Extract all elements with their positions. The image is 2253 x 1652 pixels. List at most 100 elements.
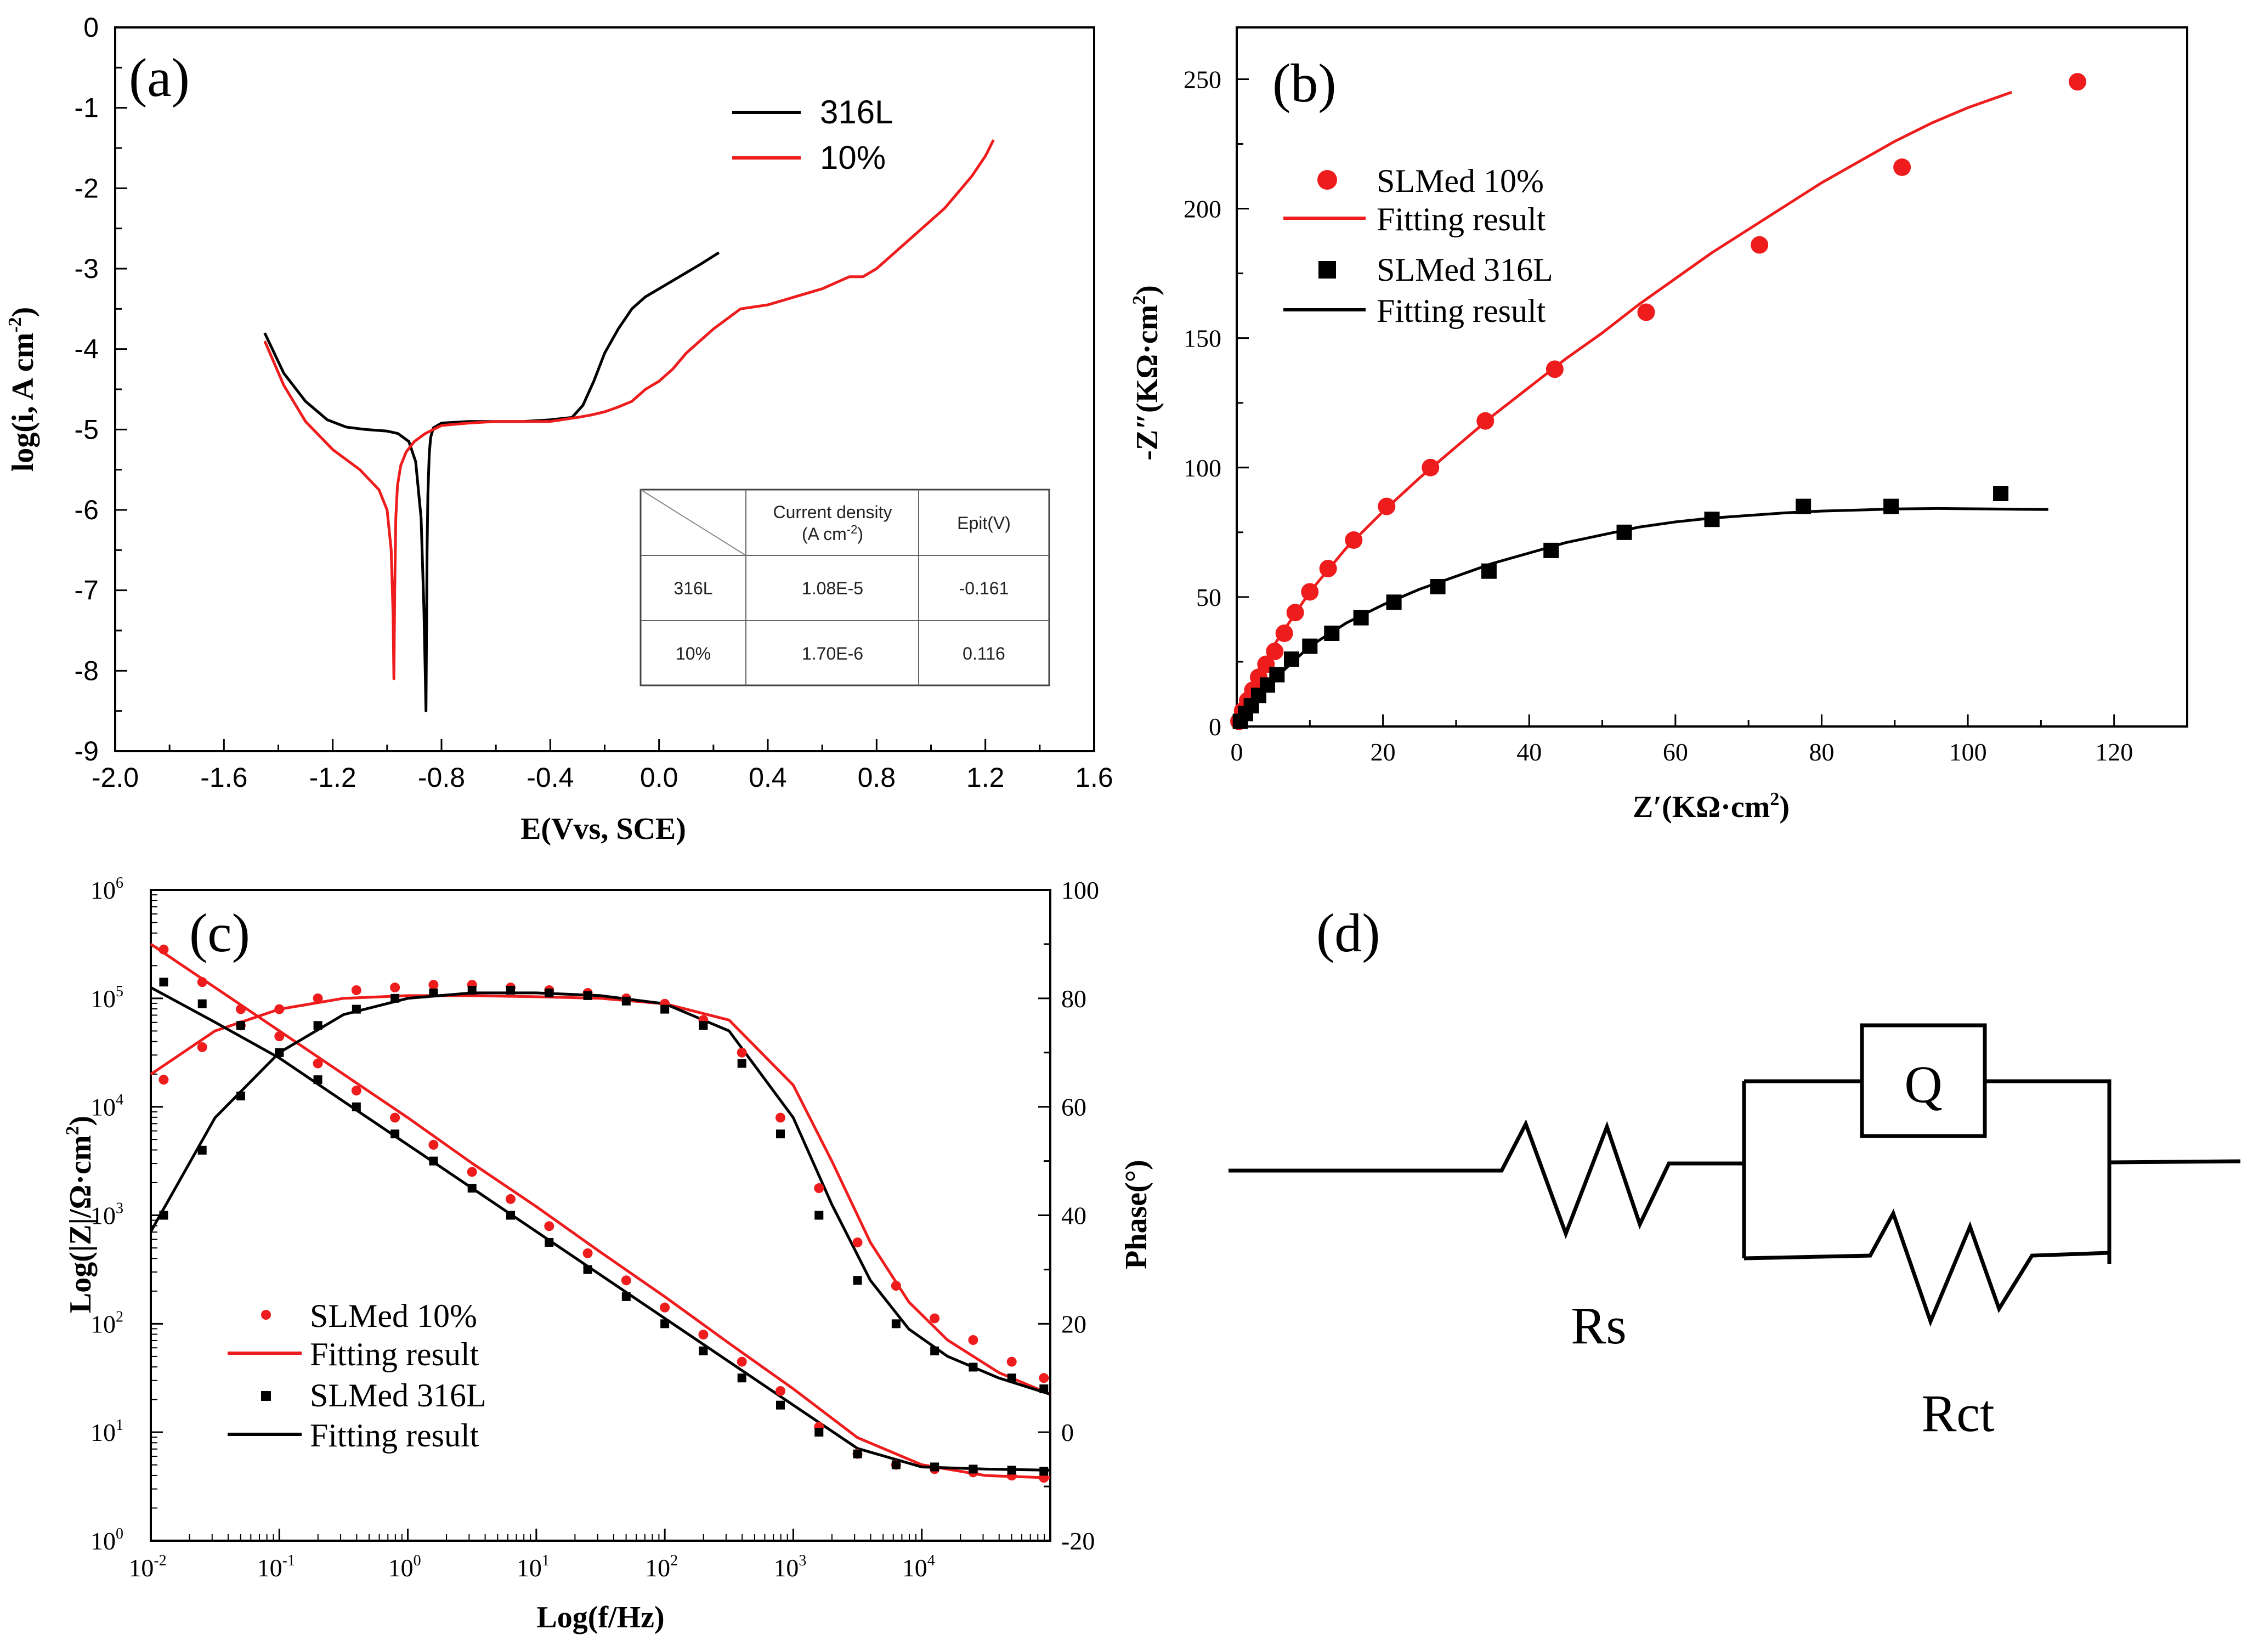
c-y-tick-base: 10 [90,1202,116,1230]
c-10pct-modulus-point [158,944,169,955]
c-y2-tick-label: 20 [1061,1310,1086,1338]
panel-c: 10-2 10-1 100 101 102 103 104 1001011021031041… [63,875,1153,1634]
table-density-unit-main: (A cm [802,524,847,544]
panel-a-x-tick-labels: -2.0 -1.6 -1.2 -0.8 -0.4 0.0 0.4 0.8 1.2 1.6 [92,762,1113,793]
a-x-tick-label: 0.8 [858,762,896,793]
c-y-tick-label: 105 [90,983,123,1013]
c-10pct-modulus-point [698,1330,709,1340]
c-10pct-phase-point [775,1112,785,1123]
c-316L-phase-point [930,1346,939,1355]
circuit-label-rct: Rct [1921,1384,1995,1443]
a-y-tick-label: -2 [75,173,99,203]
c-y-tick-label: 100 [90,1525,123,1555]
c-316L-modulus-point [352,1102,361,1111]
c-316L-phase-point [197,1145,207,1155]
table-row2-density: 1.70E-6 [802,644,863,663]
c-x-tick-base: 10 [257,1554,282,1582]
c-316L-phase-point [313,1021,322,1030]
a-x-tick-label: 1.6 [1075,762,1113,793]
c-10pct-modulus-point [467,1167,477,1177]
panel-b-xlabel-main: Z′(KΩ·cm [1633,790,1770,824]
c-316L-phase-point [467,985,477,995]
table-header-epit: Epit(V) [957,513,1011,533]
b-316L-data-point [1883,498,1899,514]
b-x-tick-label: 120 [2095,738,2133,766]
c-316L-phase-point [621,996,631,1006]
c-10pct-modulus-point [621,1275,631,1286]
panel-a: -2.0 -1.6 -1.2 -0.8 -0.4 0.0 0.4 0.8 1.2 1.6 0 -1 -… [5,12,1113,846]
b-10pct-data-point [1751,236,1769,254]
c-10pct-phase-point [930,1313,940,1324]
c-10pct-phase-point [313,993,323,1003]
c-316L-phase-fit-curve [149,991,1051,1396]
a-x-tick-label: -0.4 [527,762,574,793]
b-x-tick-label: 0 [1231,738,1243,766]
c-y-tick-base: 10 [90,876,116,904]
b-x-tick-label: 40 [1516,738,1542,766]
c-316L-modulus-point [969,1464,978,1474]
c-10pct-phase-point [390,983,400,993]
c-y-tick-base: 10 [90,1093,116,1121]
b-y-tick-label: 200 [1184,195,1221,223]
c-y-tick-label: 101 [90,1417,123,1446]
panel-b-x-axis-label: Z′(KΩ·cm2) [1633,789,1790,824]
c-10pct-modulus-point [236,1004,246,1014]
b-y-tick-label: 0 [1209,713,1221,741]
legend-c-316L-fit-label: Fitting result [310,1417,479,1454]
panel-b-ticks [1236,78,2115,728]
c-10pct-phase-point [158,1075,169,1085]
c-10pct-modulus-point [274,1031,285,1042]
c-x-tick-label: 10-1 [257,1552,295,1582]
c-316L-modulus-point [236,1021,245,1030]
panel-b-y-axis-label: -Z″(KΩ·cm2) [1129,285,1164,461]
a-y-tick-label: -5 [75,414,99,445]
table-row1-density: 1.08E-5 [802,578,863,598]
a-x-tick-label: 1.2 [966,762,1005,793]
a-y-tick-label: -4 [75,334,99,365]
c-10pct-modulus-point [506,1194,516,1204]
c-10pct-modulus-point [313,1058,323,1069]
c-316L-modulus-point [853,1449,862,1458]
table-row1-epit: -0.161 [959,578,1009,598]
c-316L-modulus-point [776,1400,785,1410]
legend-b-316L-fit-label: Fitting result [1377,293,1546,329]
c-316L-modulus-point [930,1462,939,1472]
c-316L-phase-point [583,991,592,1000]
c-10pct-modulus-point [582,1248,593,1258]
table-density-unit-sup: -2 [847,523,858,536]
q-right-wire [1985,1079,2112,1264]
legend-316L-label: 316L [820,94,893,130]
panel-c-legend: SLMed 10% Fitting result SLMed 316L Fitt… [228,1298,486,1454]
c-y-tick-exp: 3 [116,1200,123,1217]
panel-b-label: (b) [1272,53,1337,113]
panel-b-y-tick-labels: 0 50 100 150 200 250 [1184,65,1221,741]
c-316L-modulus-point [737,1373,746,1383]
c-10pct-modulus-point [544,1221,554,1231]
c-316L-modulus-point [1007,1466,1016,1475]
c-x-tick-exp: 0 [414,1552,421,1569]
panel-c-label: (c) [189,902,250,963]
c-y-tick-exp: 5 [116,983,123,1000]
c-y2-tick-label: 60 [1061,1093,1086,1121]
c-316L-phase-point [737,1059,746,1068]
table-row2-name: 10% [676,644,711,663]
c-316L-modulus-point [159,978,168,987]
c-y-tick-exp: 6 [116,875,123,892]
circuit-label-q: Q [1904,1055,1942,1114]
c-y2-tick-label: 80 [1061,985,1086,1013]
table-header-density-unit: (A cm-2) [802,523,863,544]
c-x-tick-base: 10 [773,1554,799,1582]
c-10pct-phase-point [1039,1373,1049,1383]
c-316L-phase-point [236,1091,245,1100]
c-y-tick-base: 10 [90,1418,116,1446]
panel-c-ylabel-sup: 2 [63,1126,83,1136]
panel-b-xlabel-sup: 2 [1770,789,1779,809]
panel-b-legend: SLMed 10% Fitting result SLMed 316L Fitt… [1283,163,1553,329]
c-316L-phase-point [776,1129,785,1139]
panel-b-ylabel-end: ) [1130,285,1164,296]
c-316L-modulus-point [197,999,207,1008]
panel-a-legend: 316L 10% [732,94,893,176]
legend-c-10pct-fit-label: Fitting result [310,1336,479,1372]
series-316L-curve [263,251,720,713]
